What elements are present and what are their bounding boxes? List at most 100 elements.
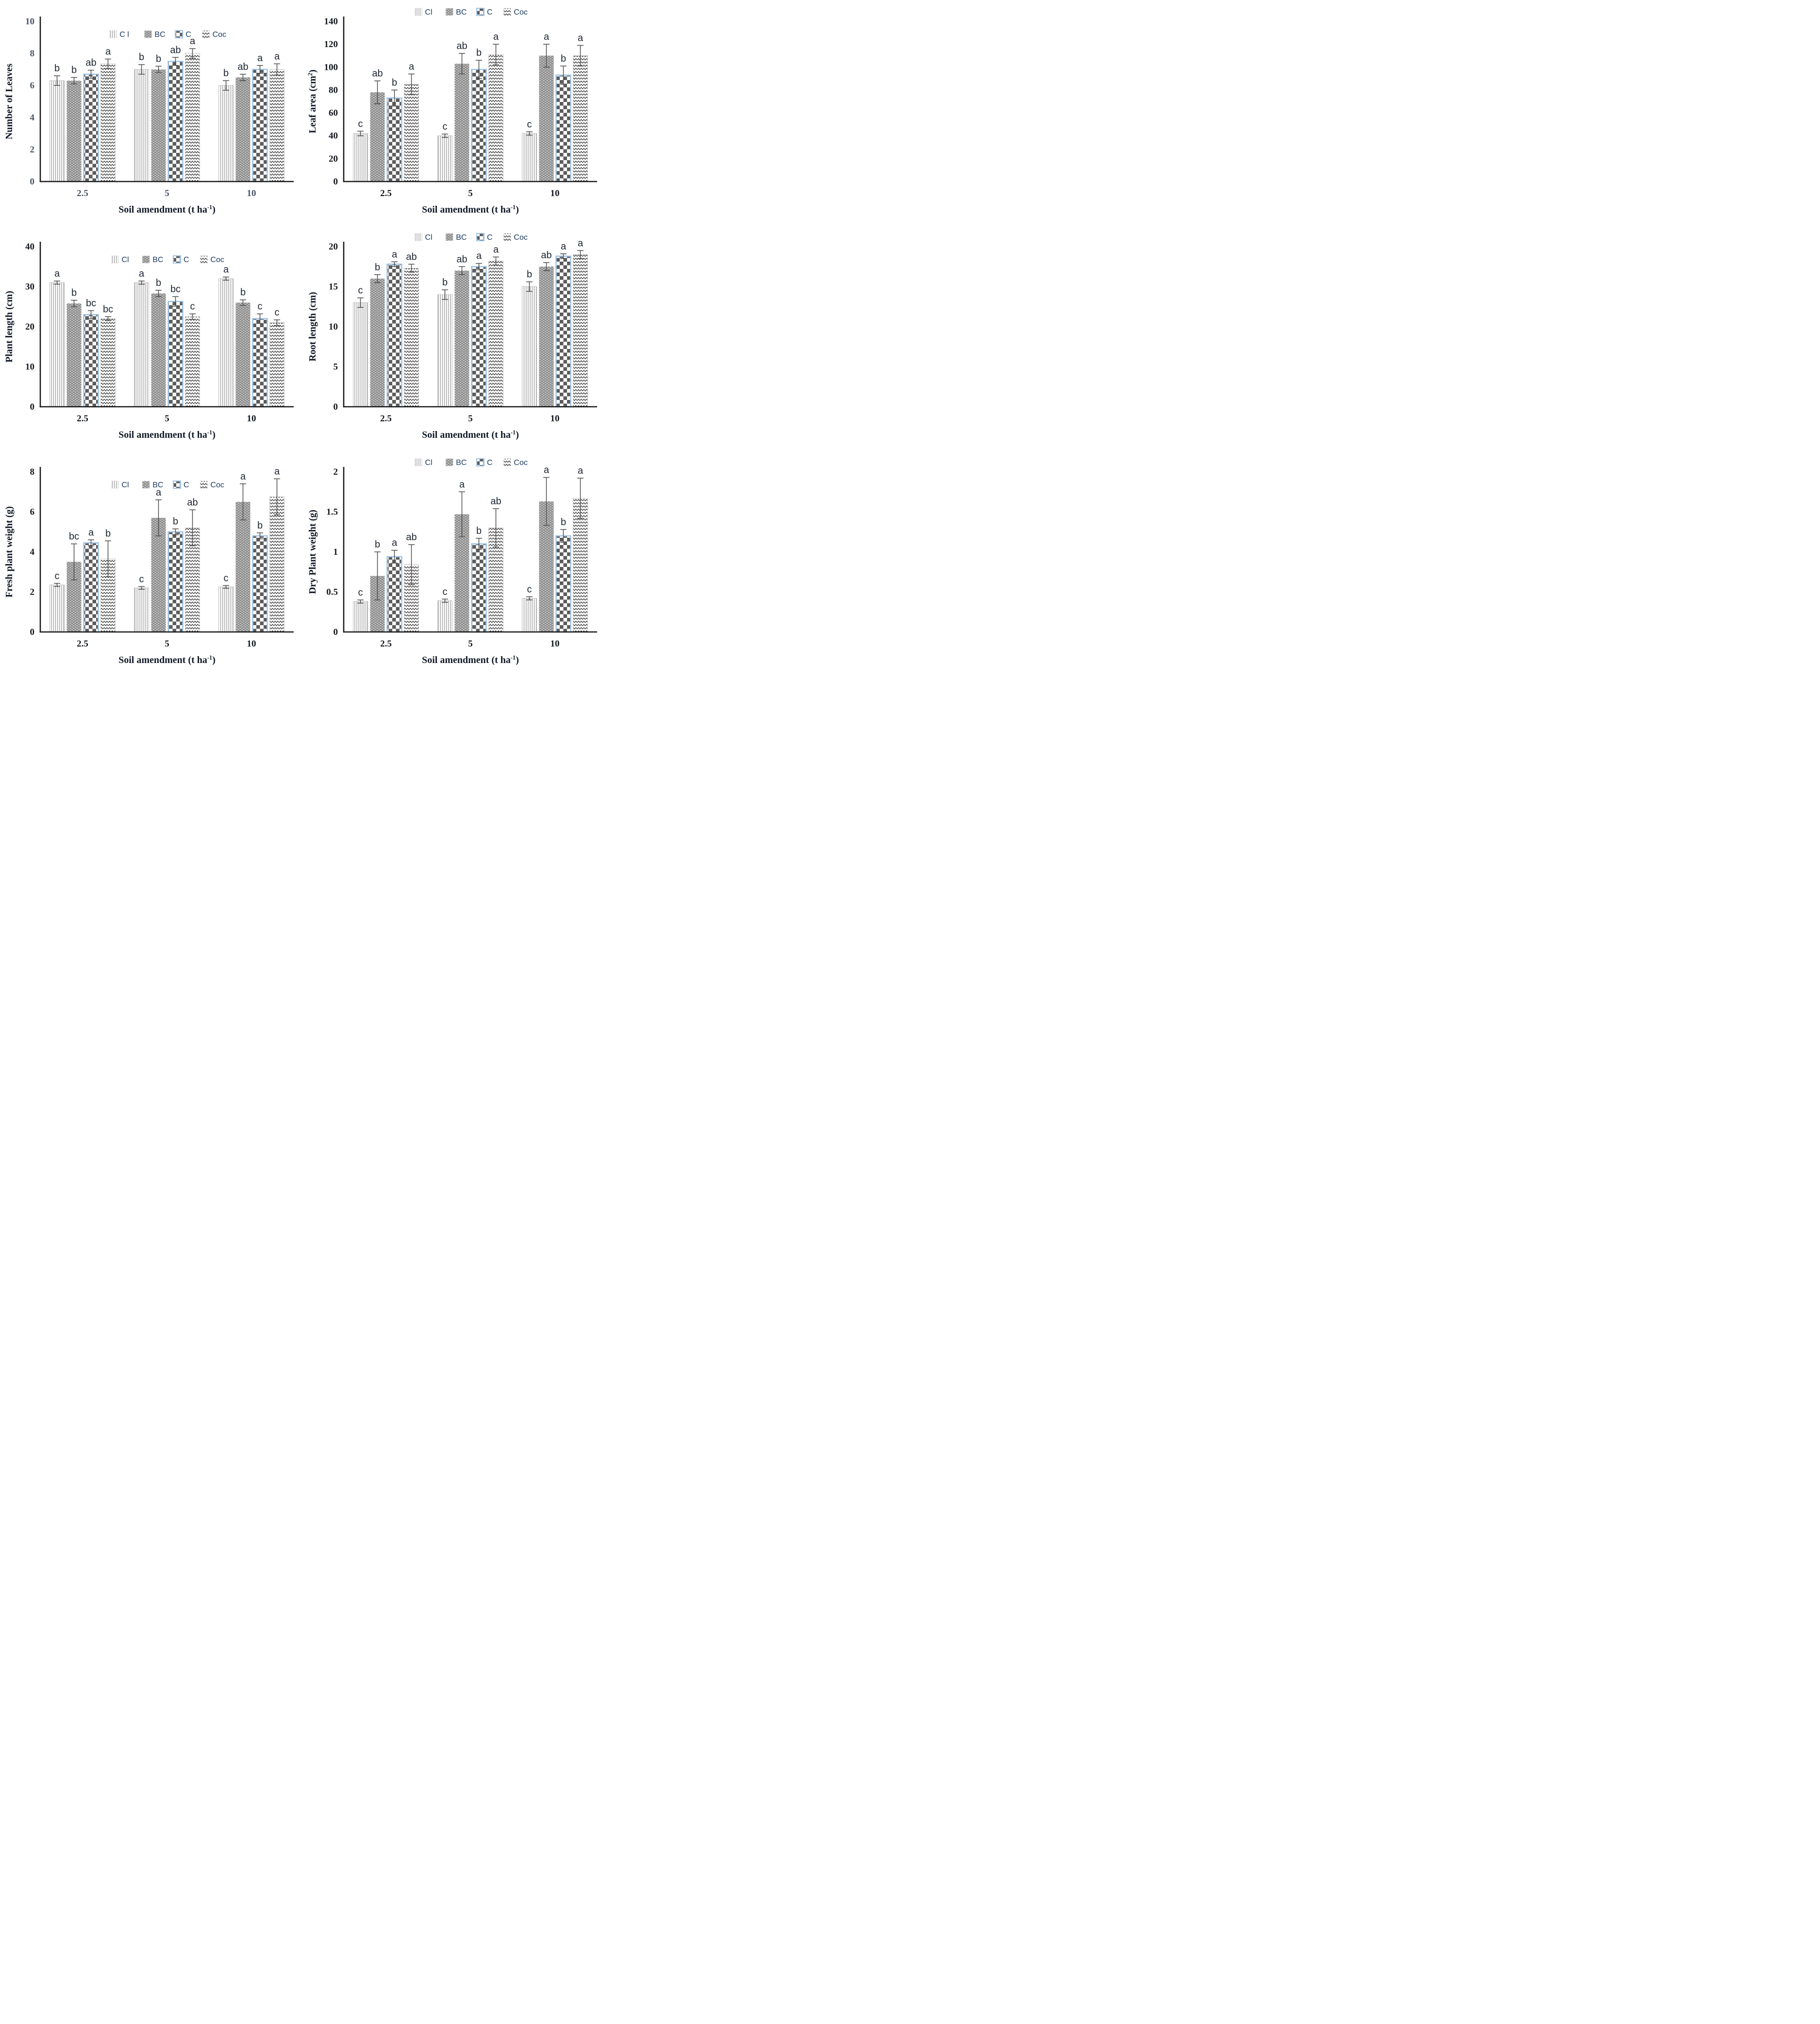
x-tick-label: 5 [468, 639, 473, 649]
y-tick-label: 0 [30, 402, 34, 412]
bar-Cl-5 [134, 282, 149, 407]
error-bar-BC-2.5 [374, 80, 381, 104]
vlines-legend-swatch [111, 255, 119, 264]
error-bar-Cl-10 [526, 281, 533, 292]
significance-letter: b [560, 53, 566, 64]
checker-legend-swatch [476, 233, 484, 241]
bar-Coc-10 [572, 55, 588, 182]
axes-group [343, 17, 597, 182]
error-bar-BC-2.5 [70, 77, 77, 84]
significance-letter: a [577, 33, 583, 44]
legend-label: Coc [212, 31, 226, 39]
error-bar-C-5 [475, 60, 482, 79]
significance-letter: a [493, 32, 499, 42]
bar-Coc-10 [269, 497, 284, 632]
error-bar-Coc-10 [273, 319, 280, 326]
legend-item-BC: BC [445, 8, 467, 17]
error-bar-Cl-2.5 [53, 583, 60, 587]
error-bar-Coc-2.5 [408, 73, 415, 95]
axes-group [39, 467, 294, 633]
significance-letter: b [172, 516, 178, 527]
bar-C-10 [251, 68, 268, 182]
bar-C-5 [470, 266, 487, 408]
axis-title: Soil amendment (t ha-1) [118, 654, 216, 665]
bc-legend-swatch [142, 481, 150, 489]
vlines-legend-swatch [414, 233, 422, 241]
legend-label: C [185, 31, 191, 39]
legend-label: Coc [210, 256, 224, 264]
checker-legend-swatch [476, 8, 484, 16]
y-tick-label: 0 [333, 177, 338, 187]
significance-letter: a [577, 465, 583, 476]
error-bar-C-10 [256, 532, 263, 539]
bar-BC-10 [235, 77, 250, 182]
error-bar-Coc-5 [189, 313, 196, 320]
legend-label: Cl [121, 481, 129, 489]
significance-letter: c [527, 119, 532, 130]
significance-letter: bc [68, 531, 79, 542]
significance-letter: a [560, 241, 566, 252]
axes-group [343, 467, 597, 633]
legend-label: Coc [514, 8, 527, 17]
error-bar-Coc-2.5 [104, 316, 111, 321]
bar-Coc-2.5 [100, 63, 116, 182]
error-bar-BC-5 [458, 266, 465, 275]
error-bar-Coc-5 [492, 44, 499, 66]
legend-item-BC: BC [144, 30, 165, 39]
error-bar-BC-10 [543, 44, 550, 68]
y-tick-label: 4 [30, 113, 34, 123]
significance-letter: b [560, 517, 566, 528]
x-tick-label: 10 [247, 188, 256, 199]
bar-Cl-5 [437, 294, 452, 407]
legend-label: C l [119, 31, 129, 39]
legend-item-Coc: Coc [503, 8, 527, 17]
significance-letter: b [54, 63, 59, 74]
x-tick-label: 5 [468, 188, 473, 199]
legend-label: Coc [514, 233, 527, 242]
significance-letter: b [71, 288, 76, 299]
bar-BC-2.5 [370, 92, 384, 182]
bar-Coc-10 [269, 322, 284, 407]
error-bar-Coc-10 [577, 250, 584, 259]
bar-Cl-2.5 [49, 80, 65, 182]
significance-letter: c [190, 301, 195, 312]
significance-letter: a [543, 32, 549, 42]
error-bar-Coc-10 [577, 45, 584, 66]
bars-group [49, 497, 284, 633]
checker-legend-swatch [174, 30, 183, 38]
error-bar-BC-5 [458, 53, 465, 75]
bar-C-10 [555, 255, 571, 408]
legend-item-Coc: Coc [201, 30, 226, 39]
significance-letter: b [71, 65, 76, 76]
x-tick-label: 2.5 [77, 639, 88, 649]
legend-item-Coc: Coc [200, 481, 224, 489]
bar-BC-10 [539, 266, 553, 407]
legend-item-Cl: C l [109, 30, 129, 39]
error-bar-C-10 [256, 313, 263, 324]
legend-item-BC: BC [445, 233, 467, 242]
checker-legend-swatch [476, 458, 484, 466]
bar-BC-10 [539, 55, 553, 182]
error-bar-Cl-2.5 [53, 281, 60, 285]
y-tick-label: 8 [30, 467, 34, 477]
x-tick-label: 5 [165, 639, 169, 649]
legend: Cl BC C Coc [414, 233, 527, 242]
bar-C-2.5 [386, 264, 402, 408]
legend-item-Cl: Cl [414, 233, 432, 242]
x-tick-label: 2.5 [380, 639, 392, 649]
y-tick-label: 4 [30, 547, 34, 557]
significance-letter: ab [406, 532, 417, 543]
legend-label: BC [152, 481, 163, 489]
significance-letter: c [527, 584, 532, 595]
legend-label: Coc [210, 481, 224, 489]
y-tick-label: 10 [329, 322, 338, 332]
error-bar-Coc-2.5 [408, 264, 415, 273]
y-tick-label: 5 [333, 362, 338, 372]
significance-letter: ab [372, 68, 383, 79]
legend-item-C: C [476, 458, 492, 467]
axis-title: Root length (cm) [307, 292, 318, 361]
error-bar-Coc-5 [492, 256, 499, 265]
